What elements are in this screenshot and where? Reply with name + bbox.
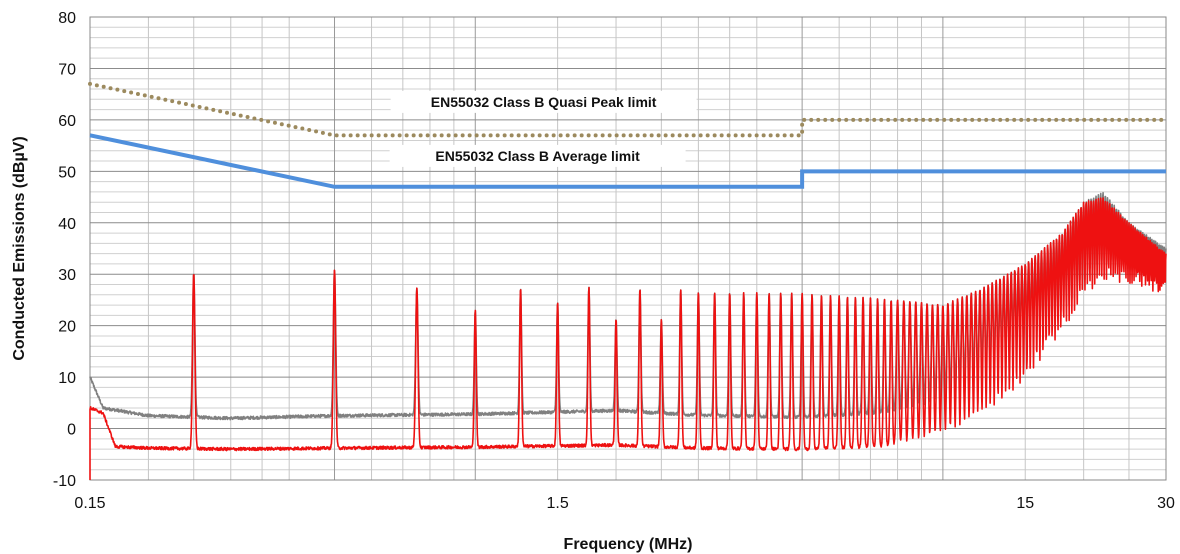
- x-tick-label: 0.15: [74, 495, 105, 512]
- average-emission-trace: [89, 197, 1167, 480]
- y-tick-label: 70: [58, 61, 76, 78]
- x-tick-label: 15: [1016, 495, 1034, 512]
- x-tick-label: 30: [1157, 495, 1175, 512]
- y-tick-label: 80: [58, 10, 76, 27]
- x-axis-title: Frequency (MHz): [564, 536, 693, 553]
- annotation-label: EN55032 Class B Quasi Peak limit: [431, 94, 657, 110]
- quasi-peak-limit-line: [88, 81, 1168, 138]
- annotation-box: [389, 144, 686, 167]
- y-tick-label: 10: [58, 370, 76, 387]
- y-tick-label: 0: [67, 422, 76, 439]
- average-limit-line: [89, 133, 1166, 189]
- y-tick-label: 30: [58, 267, 76, 284]
- y-tick-label: -10: [53, 473, 76, 490]
- annotation-box: [390, 90, 697, 113]
- y-tick-label: 20: [58, 319, 76, 336]
- y-axis-title: Conducted Emissions (dBµV): [11, 136, 28, 360]
- y-tick-label: 50: [58, 164, 76, 181]
- y-tick-label: 60: [58, 113, 76, 130]
- x-tick-label: 1.5: [546, 495, 568, 512]
- annotation-label: EN55032 Class B Average limit: [435, 148, 640, 164]
- y-tick-label: 40: [58, 216, 76, 233]
